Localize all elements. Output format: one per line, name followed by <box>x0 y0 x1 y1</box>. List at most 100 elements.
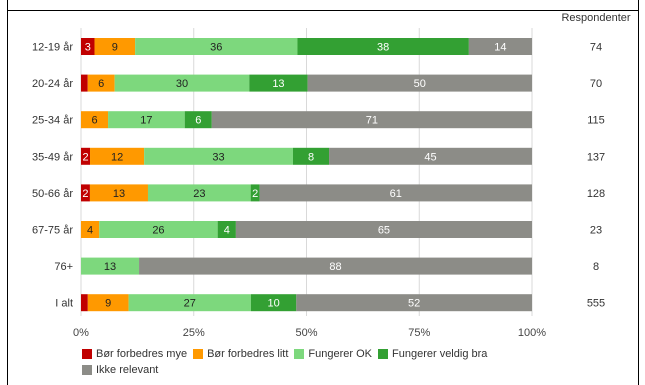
data-label: 26 <box>152 225 164 237</box>
x-tick-label: 100% <box>518 327 546 339</box>
data-label: 27 <box>184 298 196 310</box>
bar-segment <box>81 221 100 238</box>
data-label: 2 <box>82 151 88 163</box>
legend-item: Bør forbedres mye <box>82 348 187 360</box>
frame-border-top <box>7 10 639 11</box>
frame-border-left <box>7 0 8 385</box>
data-label: 14 <box>494 42 506 54</box>
bar-segment <box>259 184 532 202</box>
data-label: 4 <box>224 225 230 237</box>
data-label: 2 <box>252 188 258 200</box>
legend-swatch <box>294 349 305 359</box>
category-label: 67-75 år <box>32 225 73 237</box>
data-label: 33 <box>212 151 224 163</box>
bar-segment <box>147 184 251 202</box>
bar-segment <box>81 147 91 165</box>
x-tick-label: 0% <box>73 327 89 339</box>
data-label: 3 <box>85 42 91 54</box>
category-label: 20-24 år <box>32 78 73 90</box>
bar-segment <box>297 38 469 55</box>
data-label: 65 <box>378 225 390 237</box>
bar-segment <box>81 294 88 312</box>
respondents-value: 70 <box>590 78 602 90</box>
legend-item: Bør forbedres litt <box>193 348 288 360</box>
legend-item: Ikke relevant <box>82 364 158 376</box>
x-tick-label: 50% <box>295 327 317 339</box>
bar-segment <box>135 38 298 55</box>
legend-label: Bør forbedres litt <box>207 348 289 360</box>
bar-segment <box>250 184 260 202</box>
chart-legend: Bør forbedres mye Bør forbedres litt Funge… <box>82 348 552 380</box>
legend-item: Fungerer OK <box>294 348 372 360</box>
bar-segment <box>81 111 109 129</box>
category-label: 50-66 år <box>32 188 73 200</box>
respondents-value: 128 <box>587 188 605 200</box>
bar-segment <box>81 74 88 92</box>
bar-segment <box>144 147 293 165</box>
bar-segment <box>81 38 95 55</box>
legend-label: Fungerer OK <box>308 348 372 360</box>
bar-segment <box>184 111 212 129</box>
data-label: 13 <box>272 78 284 90</box>
data-label: 30 <box>176 78 188 90</box>
data-label: 23 <box>193 188 205 200</box>
category-label: 12-19 år <box>32 42 73 54</box>
x-tick-label: 75% <box>408 327 430 339</box>
bar-segment <box>292 147 330 165</box>
data-label: 9 <box>112 42 118 54</box>
data-label: 6 <box>91 115 97 127</box>
bar-segment <box>296 294 532 312</box>
data-label: 12 <box>111 151 123 163</box>
bar-segment <box>87 294 129 312</box>
frame-border-right <box>638 0 639 385</box>
respondents-value: 74 <box>590 42 602 54</box>
legend-label: Bør forbedres mye <box>96 348 188 360</box>
bar-segment <box>235 221 532 238</box>
bar-segment <box>211 111 533 129</box>
data-label: 36 <box>210 42 222 54</box>
category-label: I alt <box>55 298 73 310</box>
x-tick-label: 25% <box>183 327 205 339</box>
data-label: 8 <box>308 151 314 163</box>
data-label: 6 <box>195 115 201 127</box>
respondents-header: Respondenter <box>561 12 630 24</box>
data-label: 13 <box>104 261 116 273</box>
category-label: 76+ <box>54 261 73 273</box>
bar-segment <box>81 257 140 275</box>
respondents-value: 115 <box>587 115 605 127</box>
bar-segment <box>99 221 218 238</box>
data-label: 4 <box>87 225 93 237</box>
data-label: 6 <box>98 78 104 90</box>
legend-label: Fungerer veldig bra <box>392 348 488 360</box>
bar-segment <box>468 38 532 55</box>
data-label: 13 <box>113 188 125 200</box>
bar-segment <box>81 184 90 202</box>
data-label: 88 <box>329 261 341 273</box>
respondents-value: 23 <box>590 225 602 237</box>
data-label: 9 <box>105 298 111 310</box>
category-label: 25-34 år <box>32 115 73 127</box>
data-label: 38 <box>377 42 389 54</box>
respondents-value: 555 <box>587 298 605 310</box>
bar-segment <box>90 147 145 165</box>
bar-segment <box>114 74 250 92</box>
legend-item: Fungerer veldig bra <box>378 348 487 360</box>
bar-segment <box>249 74 308 92</box>
category-label: 35-49 år <box>32 151 73 163</box>
respondents-value: 137 <box>587 151 605 163</box>
bar-segment <box>307 74 532 92</box>
bar-segment <box>108 111 185 129</box>
legend-swatch <box>378 349 388 359</box>
legend-swatch <box>82 349 92 359</box>
bar-segment <box>87 74 115 92</box>
data-label: 50 <box>414 78 426 90</box>
respondents-value: 8 <box>593 261 599 273</box>
data-label: 2 <box>82 188 88 200</box>
data-label: 45 <box>424 151 436 163</box>
bar-segment <box>94 38 136 55</box>
bar-segment <box>217 221 236 238</box>
data-label: 52 <box>408 298 420 310</box>
bar-segment <box>250 294 297 312</box>
